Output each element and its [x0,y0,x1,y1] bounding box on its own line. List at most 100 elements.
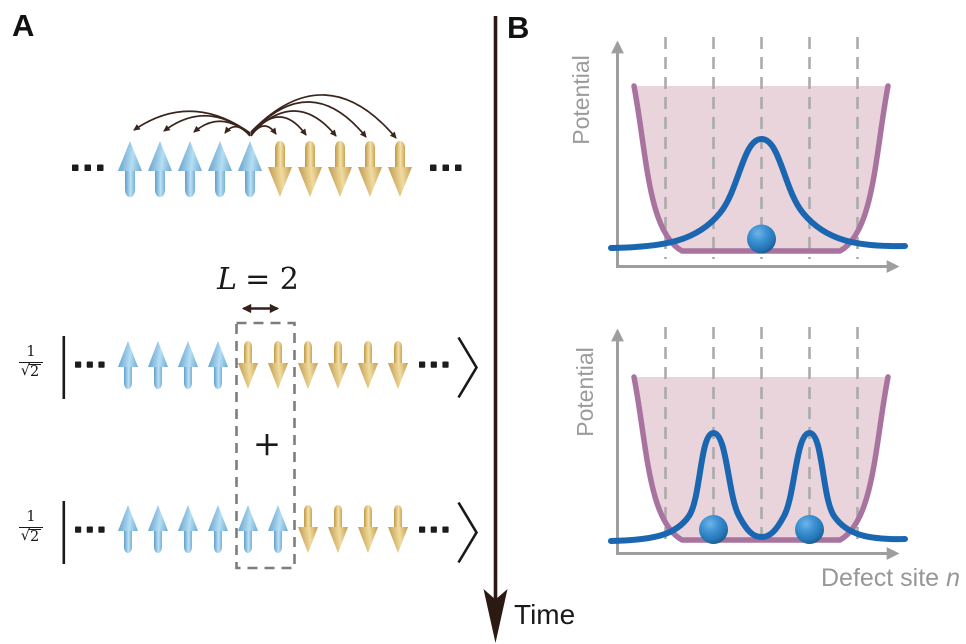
arrow-head [178,141,202,171]
ellipsis-dots [72,164,462,533]
radicand: 2 [29,529,42,546]
panel-a-label: A [12,8,35,43]
site-gridlines [664,327,859,546]
y-axis-label-bottom: Potential [572,347,598,437]
spin-arrow-down [388,505,408,553]
spin-arrow-up [178,505,198,553]
arrow-head [238,505,258,531]
arrow-shaft [154,366,162,389]
arrow-head [298,363,318,389]
coefficient-one-over-sqrt2: 1 √ 2 [13,509,49,545]
arrow-shaft [304,505,312,528]
arrow-shaft [274,341,282,364]
spin-arrow-up [118,341,138,389]
x-axis-label: Defect site n [770,564,960,593]
arrow-head [268,505,288,531]
spin-arrow-up [268,505,288,553]
arrow-head [148,341,168,367]
wavefunction-double-peak [608,429,908,544]
fraction-denominator: √ 2 [13,528,49,545]
spin-arrow-up [178,341,198,389]
arrow-shaft [365,141,375,168]
spin-arrow-down [358,141,382,197]
arrow-head [358,363,378,389]
spin-arrow-up [118,141,142,197]
spin-arrow-up [148,141,172,197]
arrow-head [178,341,198,367]
arrow-shaft [184,530,192,553]
arrow-shaft [364,505,372,528]
ket-brackets-row1 [62,336,479,399]
spin-arrow-up [238,505,258,553]
arrow-shaft [275,141,285,168]
spin-arrow-up [208,141,232,197]
arrow-shaft [364,341,372,364]
domain-wall-particle [747,224,776,254]
arrow-head [208,141,232,171]
arrow-head [298,527,318,553]
arrow-head [298,167,322,197]
arrow-shaft [124,366,132,389]
arrow-head [148,505,168,531]
plot-bottom [608,327,908,560]
interaction-arcs [133,94,397,139]
arrow-shaft [155,170,165,197]
arrow-head [358,527,378,553]
arrow-shaft [215,170,225,197]
ket-close-angle [457,336,479,399]
ket-close-angle [457,501,479,564]
y-axis-label-top: Potential [568,55,594,145]
arrow-shaft [274,530,282,553]
fraction-denominator: √ 2 [13,363,49,380]
spin-arrow-up [148,505,168,553]
potential-well-curve [631,374,891,543]
arrow-head [208,341,228,367]
arrow-head [238,141,262,171]
domain-wall-length-label: L = 2 [205,264,311,296]
spin-arrow-down [268,141,292,197]
arrow-shaft [184,366,192,389]
arrow-head [388,363,408,389]
arrow-head [328,167,352,197]
time-arrow [483,16,508,643]
arrow-shaft [334,341,342,364]
spin-arrow-down [268,341,288,389]
arrow-head [358,167,382,197]
domain-wall-particle-left [699,515,728,544]
spin-arrow-down [358,505,378,553]
arrow-shaft [154,530,162,553]
coefficient-one-over-sqrt2: 1 √ 2 [13,344,49,380]
panel-b-label: B [507,10,530,45]
arrow-head [238,363,258,389]
arrow-shaft [244,341,252,364]
spin-arrow-up [208,505,228,553]
spin-arrow-down [298,141,322,197]
radical-sign: √ [20,363,30,380]
wavefunction-single-peak [608,135,908,251]
arrow-head [148,141,172,171]
spin-arrow-down [328,341,348,389]
arrow-shaft [214,366,222,389]
arrow-shaft [125,170,135,197]
arrow-head [328,363,348,389]
arrow-head [388,527,408,553]
arrow-shaft [245,170,255,197]
domain-wall-particle-right [795,515,824,544]
time-axis-label: Time [514,599,576,630]
spin-arrow-down [298,505,318,553]
arrow-shaft [244,530,252,553]
arrow-head [268,363,288,389]
spin-arrow-down [388,141,412,197]
arrow-shaft [395,141,405,168]
arrow-shaft [335,141,345,168]
time-arrowhead [483,589,508,643]
arrow-head [328,527,348,553]
spin-arrow-up [238,141,262,197]
length-value: = 2 [245,262,299,297]
spin-arrow-down [328,505,348,553]
spin-arrow-up [148,341,168,389]
spin-arrow-down [388,341,408,389]
arrow-shaft [214,530,222,553]
radical-sign: √ [20,528,30,545]
